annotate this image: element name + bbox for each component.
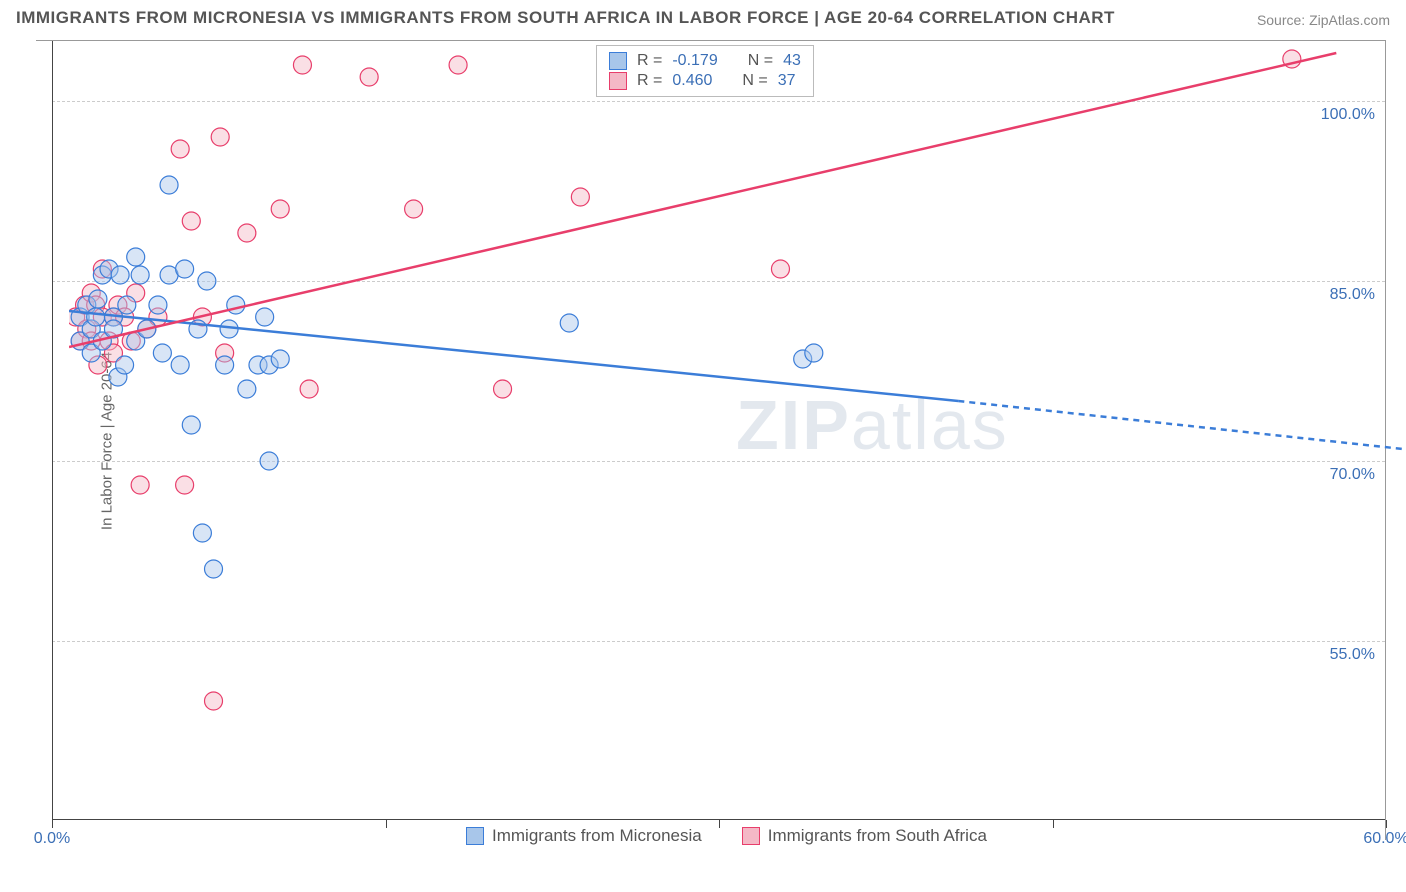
- r-value-1: -0.179: [672, 52, 717, 70]
- data-point: [227, 296, 245, 314]
- r-label-2: R =: [637, 72, 662, 90]
- n-value-2: 37: [778, 72, 796, 90]
- data-point: [153, 344, 171, 362]
- regression-line: [958, 401, 1403, 449]
- data-point: [127, 248, 145, 266]
- source-label: Source: ZipAtlas.com: [1257, 12, 1390, 28]
- data-point: [405, 200, 423, 218]
- legend-label-2: Immigrants from South Africa: [768, 826, 987, 846]
- plot-area: [52, 41, 1385, 820]
- data-point: [238, 224, 256, 242]
- data-point: [300, 380, 318, 398]
- data-point: [171, 356, 189, 374]
- data-point: [160, 176, 178, 194]
- legend-item-2: Immigrants from South Africa: [742, 826, 987, 846]
- data-point: [193, 524, 211, 542]
- data-point: [449, 56, 467, 74]
- data-point: [211, 128, 229, 146]
- data-point: [271, 200, 289, 218]
- data-point: [771, 260, 789, 278]
- legend-swatch-2: [742, 827, 760, 845]
- r-label-1: R =: [637, 52, 662, 70]
- r-value-2: 0.460: [672, 72, 712, 90]
- n-value-1: 43: [783, 52, 801, 70]
- legend-item-1: Immigrants from Micronesia: [466, 826, 702, 846]
- x-tick: [1053, 820, 1054, 828]
- data-point: [560, 314, 578, 332]
- data-point: [293, 56, 311, 74]
- data-point: [89, 290, 107, 308]
- chart-container: In Labor Force | Age 20-64 55.0%70.0%85.…: [36, 40, 1386, 840]
- stats-box: R = -0.179 N = 43 R = 0.460 N = 37: [596, 45, 814, 97]
- data-point: [271, 350, 289, 368]
- x-tick: [386, 820, 387, 828]
- data-point: [256, 308, 274, 326]
- data-point: [149, 296, 167, 314]
- data-point: [176, 260, 194, 278]
- data-point: [131, 266, 149, 284]
- data-point: [111, 266, 129, 284]
- data-point: [205, 560, 223, 578]
- legend-swatch-1: [466, 827, 484, 845]
- bottom-legend: Immigrants from Micronesia Immigrants fr…: [466, 826, 987, 846]
- regression-line: [69, 53, 1336, 347]
- data-point: [131, 476, 149, 494]
- legend-label-1: Immigrants from Micronesia: [492, 826, 702, 846]
- x-tick: [1386, 820, 1387, 828]
- regression-line: [69, 311, 958, 401]
- data-point: [176, 476, 194, 494]
- data-point: [116, 356, 134, 374]
- x-tick-label: 60.0%: [1363, 830, 1406, 848]
- stats-row-2: R = 0.460 N = 37: [609, 72, 801, 90]
- data-point: [805, 344, 823, 362]
- data-point: [182, 416, 200, 434]
- stats-row-1: R = -0.179 N = 43: [609, 52, 801, 70]
- data-point: [182, 212, 200, 230]
- swatch-series1: [609, 52, 627, 70]
- n-label-1: N =: [748, 52, 773, 70]
- data-point: [205, 692, 223, 710]
- chart-title: IMMIGRANTS FROM MICRONESIA VS IMMIGRANTS…: [16, 8, 1115, 28]
- n-label-2: N =: [742, 72, 767, 90]
- data-point: [118, 296, 136, 314]
- x-tick: [719, 820, 720, 828]
- data-point: [87, 308, 105, 326]
- data-point: [260, 452, 278, 470]
- data-point: [360, 68, 378, 86]
- data-point: [171, 140, 189, 158]
- scatter-plot-svg: [69, 41, 1403, 821]
- data-point: [198, 272, 216, 290]
- data-point: [238, 380, 256, 398]
- x-tick-label: 0.0%: [34, 830, 70, 848]
- data-point: [571, 188, 589, 206]
- x-tick: [52, 820, 53, 828]
- data-point: [494, 380, 512, 398]
- data-point: [216, 356, 234, 374]
- swatch-series2: [609, 72, 627, 90]
